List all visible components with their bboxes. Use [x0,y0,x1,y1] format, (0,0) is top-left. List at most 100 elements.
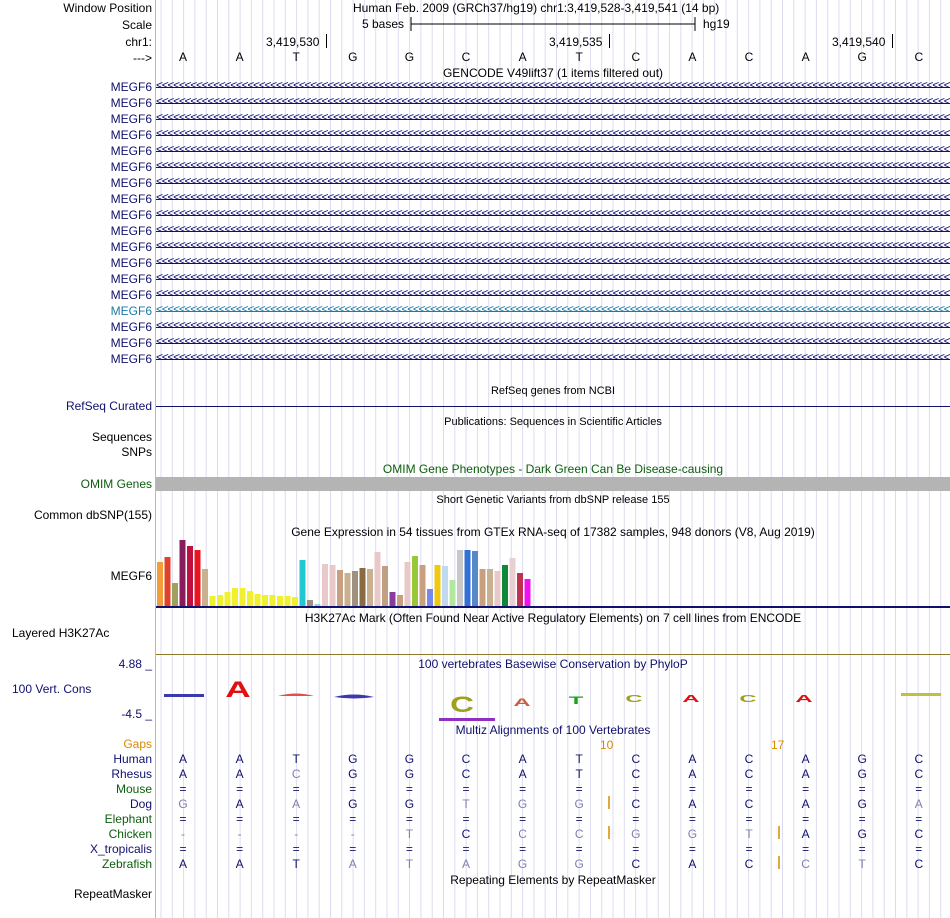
gtex-tissue-bar[interactable] [217,595,223,606]
gencode-gene-label[interactable]: MEGF6 [110,112,152,126]
gencode-gene-row[interactable]: <<<<<<<<<<<<<<<<<<<<<<<<<<<<<<<<<<<<<<<<… [156,240,950,255]
gtex-tissue-bar[interactable] [404,562,411,606]
gtex-tissue-bar[interactable] [397,595,403,606]
gencode-gene-row[interactable]: <<<<<<<<<<<<<<<<<<<<<<<<<<<<<<<<<<<<<<<<… [156,320,950,335]
gencode-gene-label[interactable]: MEGF6 [110,256,152,270]
gtex-tissue-bar[interactable] [299,560,306,606]
gencode-gene-row[interactable]: <<<<<<<<<<<<<<<<<<<<<<<<<<<<<<<<<<<<<<<<… [156,80,950,95]
gtex-tissue-bar[interactable] [382,566,388,606]
gencode-gene-label[interactable]: MEGF6 [110,160,152,174]
gencode-gene-label[interactable]: MEGF6 [110,208,152,222]
species-label[interactable]: Dog [129,797,152,811]
gencode-gene-label[interactable]: MEGF6 [110,240,152,254]
gtex-tissue-bar[interactable] [172,583,178,606]
gencode-gene-row[interactable]: <<<<<<<<<<<<<<<<<<<<<<<<<<<<<<<<<<<<<<<<… [156,224,950,239]
gtex-tissue-bar[interactable] [509,558,516,606]
gencode-gene-row[interactable]: <<<<<<<<<<<<<<<<<<<<<<<<<<<<<<<<<<<<<<<<… [156,304,950,319]
gtex-tissue-bar[interactable] [232,588,238,606]
gencode-gene-label[interactable]: MEGF6 [110,224,152,238]
gtex-tissue-bar[interactable] [427,589,433,606]
gtex-tissue-bar[interactable] [239,588,246,606]
gtex-tissue-bar[interactable] [502,565,508,606]
gtex-tissue-bar[interactable] [464,550,471,606]
phylop-track-label[interactable]: 100 Vert. Cons [12,682,92,696]
gencode-gene-row[interactable]: <<<<<<<<<<<<<<<<<<<<<<<<<<<<<<<<<<<<<<<<… [156,352,950,367]
gtex-track-label[interactable]: MEGF6 [110,569,152,583]
gencode-gene-label[interactable]: MEGF6 [110,336,152,350]
gtex-tissue-bar[interactable] [314,604,321,606]
gtex-tissue-bar[interactable] [434,565,441,606]
gtex-tissue-bar[interactable] [254,594,261,606]
gtex-tissue-bar[interactable] [367,569,373,606]
gtex-tissue-bar[interactable] [359,568,366,606]
gtex-tissue-bar[interactable] [449,580,456,606]
species-label[interactable]: Chicken [108,827,152,841]
gencode-gene-label[interactable]: MEGF6 [110,272,152,286]
h3k27ac-track-label[interactable]: Layered H3K27Ac [12,626,110,640]
gencode-gene-row[interactable]: <<<<<<<<<<<<<<<<<<<<<<<<<<<<<<<<<<<<<<<<… [156,112,950,127]
gtex-tissue-bar[interactable] [277,596,283,606]
phylop-logo[interactable]: A C A T C A C A [156,674,950,724]
gtex-tissue-bar[interactable] [374,552,381,606]
gencode-gene-label[interactable]: MEGF6 [110,96,152,110]
gtex-tissue-bar[interactable] [517,573,523,606]
gtex-tissue-bar[interactable] [352,571,358,606]
gtex-tissue-bar[interactable] [164,557,171,606]
track-data-area[interactable]: Human Feb. 2009 (GRCh37/hg19) chr1:3,419… [156,0,950,918]
gencode-gene-label[interactable]: MEGF6 [110,192,152,206]
gtex-tissue-bar[interactable] [457,550,463,606]
gtex-tissue-bar[interactable] [329,565,336,606]
gtex-tissue-bar[interactable] [442,566,448,606]
gtex-tissue-bar[interactable] [524,579,531,606]
species-label[interactable]: Zebrafish [101,857,152,871]
species-label[interactable]: X_tropicalis [89,842,152,856]
gencode-gene-label[interactable]: MEGF6 [110,320,152,334]
gencode-gene-row[interactable]: <<<<<<<<<<<<<<<<<<<<<<<<<<<<<<<<<<<<<<<<… [156,144,950,159]
species-label[interactable]: Rhesus [111,767,152,781]
gtex-tissue-bar[interactable] [322,564,328,606]
gtex-tissue-bar[interactable] [472,551,478,606]
gtex-tissue-bar[interactable] [187,546,193,606]
species-label[interactable]: Human [113,752,152,766]
publications-track-label[interactable]: Sequences [91,430,152,444]
gtex-expression-chart[interactable] [156,540,536,606]
gencode-gene-row[interactable]: <<<<<<<<<<<<<<<<<<<<<<<<<<<<<<<<<<<<<<<<… [156,336,950,351]
gencode-gene-label[interactable]: MEGF6 [110,288,152,302]
gencode-gene-row[interactable]: <<<<<<<<<<<<<<<<<<<<<<<<<<<<<<<<<<<<<<<<… [156,256,950,271]
gencode-gene-row[interactable]: <<<<<<<<<<<<<<<<<<<<<<<<<<<<<<<<<<<<<<<<… [156,96,950,111]
gtex-tissue-bar[interactable] [269,595,276,606]
gtex-tissue-bar[interactable] [179,540,186,606]
gtex-tissue-bar[interactable] [479,569,486,606]
gtex-tissue-bar[interactable] [344,573,351,606]
species-label[interactable]: Mouse [115,782,152,796]
gencode-gene-row[interactable]: <<<<<<<<<<<<<<<<<<<<<<<<<<<<<<<<<<<<<<<<… [156,128,950,143]
dbsnp-track-label[interactable]: Common dbSNP(155) [33,508,152,522]
gencode-gene-row[interactable]: <<<<<<<<<<<<<<<<<<<<<<<<<<<<<<<<<<<<<<<<… [156,192,950,207]
gencode-gene-label[interactable]: MEGF6 [110,80,152,94]
gencode-gene-label[interactable]: MEGF6 [110,128,152,142]
gtex-tissue-bar[interactable] [337,570,343,606]
gtex-tissue-bar[interactable] [262,595,268,606]
gencode-gene-label[interactable]: MEGF6 [110,304,152,318]
gencode-gene-label[interactable]: MEGF6 [110,144,152,158]
gtex-tissue-bar[interactable] [412,556,418,606]
gtex-tissue-bar[interactable] [209,596,216,606]
gtex-tissue-bar[interactable] [389,592,396,606]
gtex-tissue-bar[interactable] [194,550,201,606]
snps-track-label[interactable]: SNPs [121,445,152,459]
gtex-tissue-bar[interactable] [224,592,231,606]
gtex-tissue-bar[interactable] [487,569,493,606]
omim-gene-bar[interactable] [156,477,950,491]
refseq-gene-line[interactable] [156,406,950,407]
gencode-gene-label[interactable]: MEGF6 [110,176,152,190]
gtex-tissue-bar[interactable] [202,569,208,606]
gtex-tissue-bar[interactable] [307,600,313,606]
refseq-track-label[interactable]: RefSeq Curated [65,399,152,413]
gencode-gene-row[interactable]: <<<<<<<<<<<<<<<<<<<<<<<<<<<<<<<<<<<<<<<<… [156,160,950,175]
gencode-gene-label[interactable]: MEGF6 [110,352,152,366]
gtex-tissue-bar[interactable] [157,562,163,606]
gencode-gene-row[interactable]: <<<<<<<<<<<<<<<<<<<<<<<<<<<<<<<<<<<<<<<<… [156,176,950,191]
omim-track-label[interactable]: OMIM Genes [80,477,152,491]
gtex-tissue-bar[interactable] [494,571,501,606]
gtex-tissue-bar[interactable] [419,565,426,606]
